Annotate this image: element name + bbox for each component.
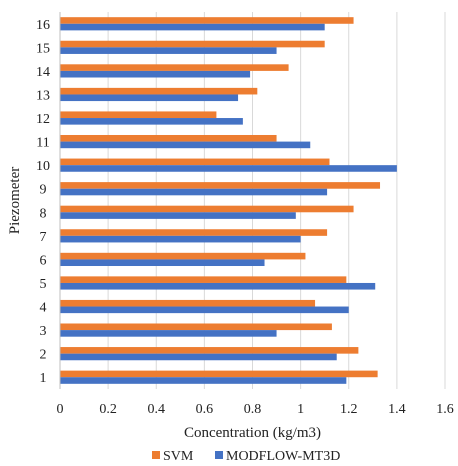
y-tick-label: 1 xyxy=(40,371,47,386)
y-tick-label: 8 xyxy=(40,206,47,221)
y-tick-label: 6 xyxy=(40,253,47,268)
bar-svm-7 xyxy=(60,229,328,236)
x-tick-label: 0.4 xyxy=(148,402,166,417)
bar-svm-3 xyxy=(60,323,332,331)
x-tick-label: 0.8 xyxy=(244,402,262,417)
bar-svm-5 xyxy=(60,276,347,283)
bar-modflow-mt3d-15 xyxy=(60,47,277,54)
bar-modflow-mt3d-3 xyxy=(60,330,277,337)
bar-modflow-mt3d-10 xyxy=(60,165,397,172)
x-tick-label: 0.6 xyxy=(196,402,214,417)
bar-svm-10 xyxy=(60,158,330,166)
bar-svm-9 xyxy=(60,182,381,189)
bar-modflow-mt3d-1 xyxy=(60,377,347,384)
x-tick-label: 0 xyxy=(57,402,64,417)
bar-modflow-mt3d-7 xyxy=(60,235,301,243)
y-tick-label: 14 xyxy=(36,65,50,80)
y-tick-label: 9 xyxy=(40,183,47,198)
bar-modflow-mt3d-14 xyxy=(60,70,251,78)
bar-modflow-mt3d-5 xyxy=(60,282,376,290)
bar-modflow-mt3d-2 xyxy=(60,353,337,361)
bar-modflow-mt3d-8 xyxy=(60,212,296,219)
legend-swatch-svm xyxy=(152,451,160,459)
legend-label-modflow-mt3d: MODFLOW-MT3D xyxy=(226,449,340,464)
x-tick-label: 1 xyxy=(297,402,304,417)
y-tick-label: 15 xyxy=(36,41,50,56)
bar-modflow-mt3d-12 xyxy=(60,118,243,125)
bar-modflow-mt3d-6 xyxy=(60,259,265,267)
y-tick-label: 10 xyxy=(36,159,50,174)
bar-svm-2 xyxy=(60,347,359,354)
x-tick-label: 1.4 xyxy=(388,402,406,417)
bar-modflow-mt3d-9 xyxy=(60,188,328,196)
bar-svm-1 xyxy=(60,370,378,378)
x-tick-labels: 0 0.2 0.4 0.6 0.8 1 1.2 1.4 1.6 xyxy=(57,402,454,417)
x-tick-label: 1.6 xyxy=(436,402,454,417)
bar-svm-16 xyxy=(60,17,354,24)
bar-group xyxy=(60,17,397,384)
y-tick-label: 11 xyxy=(36,136,49,151)
x-tick-label: 0.2 xyxy=(99,402,117,417)
y-tick-label: 7 xyxy=(40,230,47,245)
bar-svm-15 xyxy=(60,40,325,48)
legend-swatch-modflow-mt3d xyxy=(215,451,223,459)
y-tick-label: 16 xyxy=(36,18,50,33)
y-tick-label: 2 xyxy=(40,348,47,363)
bar-svm-13 xyxy=(60,87,258,95)
bar-svm-11 xyxy=(60,134,277,142)
bar-modflow-mt3d-4 xyxy=(60,306,349,314)
bar-svm-6 xyxy=(60,252,306,260)
y-tick-label: 4 xyxy=(40,301,47,316)
y-axis-title: Piezometer xyxy=(7,167,23,234)
bar-svm-14 xyxy=(60,64,289,71)
x-axis-title: Concentration (kg/m3) xyxy=(184,425,321,441)
x-tick-label: 1.2 xyxy=(340,402,358,417)
bar-modflow-mt3d-11 xyxy=(60,141,311,149)
y-tick-label: 3 xyxy=(40,324,47,339)
bar-svm-4 xyxy=(60,299,316,307)
legend-label-svm: SVM xyxy=(163,449,194,464)
y-tick-label: 13 xyxy=(36,88,50,103)
bar-modflow-mt3d-16 xyxy=(60,23,325,31)
y-tick-label: 5 xyxy=(40,277,47,292)
y-tick-label: 12 xyxy=(36,112,50,127)
legend: SVM MODFLOW-MT3D xyxy=(152,449,340,464)
bar-svm-8 xyxy=(60,205,354,213)
bar-modflow-mt3d-13 xyxy=(60,94,239,102)
bar-svm-12 xyxy=(60,111,217,119)
